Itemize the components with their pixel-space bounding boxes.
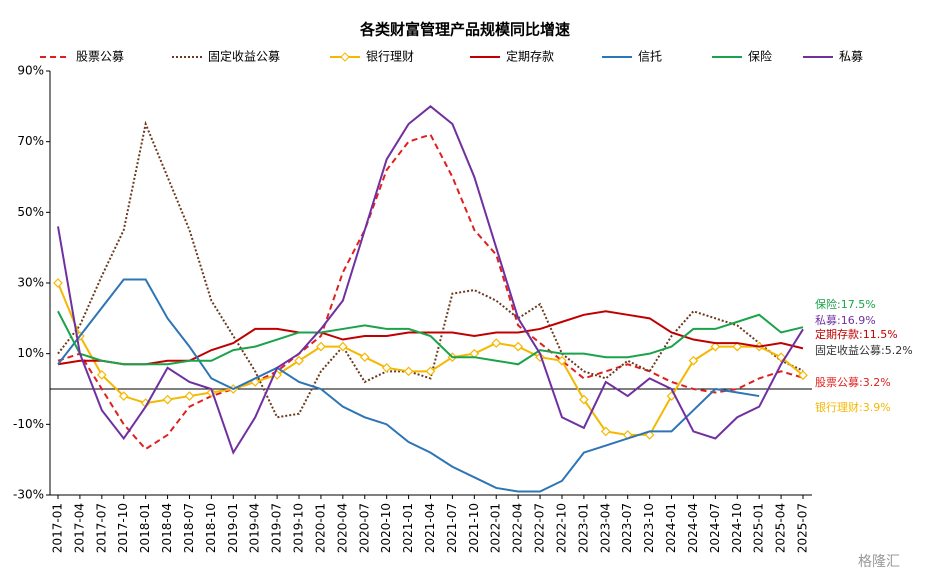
end-label: 私募:16.9% bbox=[815, 314, 876, 327]
point-marker bbox=[184, 391, 195, 401]
legend-label: 信托 bbox=[638, 50, 662, 64]
series-line bbox=[57, 310, 804, 366]
point-marker bbox=[513, 341, 523, 352]
x-tick-label: 2022-07 bbox=[533, 503, 547, 553]
legend-label: 银行理财 bbox=[366, 50, 414, 64]
x-tick-label: 2019-07 bbox=[270, 503, 284, 553]
point-marker bbox=[425, 366, 436, 377]
x-tick-label: 2022-10 bbox=[554, 503, 568, 553]
point-marker bbox=[535, 352, 545, 363]
point-marker bbox=[162, 394, 173, 405]
point-marker bbox=[96, 370, 107, 380]
x-tick-label: 2019-01 bbox=[226, 503, 240, 553]
y-tick-label: -10% bbox=[13, 417, 44, 431]
point-marker bbox=[491, 338, 502, 348]
x-tick-label: 2017-07 bbox=[94, 503, 108, 553]
legend-label: 私募 bbox=[839, 50, 863, 64]
point-marker bbox=[557, 355, 567, 366]
x-tick-label: 2018-10 bbox=[204, 503, 218, 553]
series-line bbox=[57, 310, 804, 366]
x-tick-label: 2017-10 bbox=[116, 503, 130, 553]
end-label: 股票公募:3.2% bbox=[815, 376, 891, 389]
end-label: 固定收益公募:5.2% bbox=[815, 343, 913, 357]
point-marker bbox=[798, 370, 808, 381]
x-tick-label: 2018-07 bbox=[182, 503, 196, 553]
x-tick-label: 2022-01 bbox=[489, 503, 503, 553]
y-tick-label: 90% bbox=[17, 64, 44, 78]
x-tick-label: 2024-07 bbox=[708, 503, 722, 553]
legend-marker bbox=[340, 52, 350, 62]
x-tick-label: 2018-01 bbox=[138, 503, 152, 553]
series-line bbox=[57, 105, 804, 455]
x-tick-label: 2020-04 bbox=[335, 503, 349, 553]
point-marker bbox=[53, 278, 63, 288]
x-tick-label: 2024-01 bbox=[664, 503, 678, 553]
point-marker bbox=[403, 366, 414, 377]
x-tick-label: 2022-04 bbox=[511, 503, 525, 553]
end-label: 定期存款:11.5% bbox=[815, 327, 898, 341]
x-tick-label: 2025-01 bbox=[752, 503, 766, 553]
chart-title: 各类财富管理产品规模同比增速 bbox=[359, 21, 570, 39]
point-marker bbox=[118, 391, 129, 401]
x-tick-label: 2018-04 bbox=[160, 503, 174, 553]
series-line bbox=[57, 120, 804, 419]
x-tick-label: 2024-10 bbox=[730, 503, 744, 553]
x-tick-label: 2021-04 bbox=[423, 503, 437, 553]
x-tick-label: 2017-04 bbox=[72, 503, 86, 553]
x-tick-label: 2023-07 bbox=[620, 503, 634, 553]
y-tick-label: 50% bbox=[17, 205, 44, 219]
x-tick-label: 2024-04 bbox=[686, 503, 700, 553]
x-tick-label: 2021-01 bbox=[401, 503, 415, 553]
watermark: 格隆汇 bbox=[858, 554, 900, 570]
x-tick-label: 2019-04 bbox=[248, 503, 262, 553]
x-tick-label: 2019-10 bbox=[292, 503, 306, 553]
end-label: 银行理财:3.9% bbox=[815, 400, 891, 414]
x-tick-label: 2020-01 bbox=[313, 503, 327, 553]
y-tick-label: 70% bbox=[17, 134, 44, 148]
y-tick-label: -30% bbox=[13, 488, 44, 502]
x-tick-label: 2023-01 bbox=[576, 503, 590, 553]
x-tick-label: 2021-07 bbox=[445, 503, 459, 553]
x-tick-label: 2020-10 bbox=[379, 503, 393, 553]
series-line bbox=[57, 278, 760, 493]
y-tick-label: 10% bbox=[17, 346, 44, 360]
x-tick-label: 2021-10 bbox=[467, 503, 481, 553]
x-tick-label: 2025-04 bbox=[774, 503, 788, 553]
legend-label: 固定收益公募 bbox=[208, 49, 280, 64]
x-tick-label: 2020-07 bbox=[357, 503, 371, 553]
point-marker bbox=[338, 341, 348, 352]
legend-label: 股票公募 bbox=[76, 50, 124, 64]
legend-label: 保险 bbox=[748, 49, 772, 64]
end-label: 保险:17.5% bbox=[815, 297, 876, 311]
point-marker bbox=[316, 341, 326, 352]
y-tick-label: 30% bbox=[17, 276, 44, 290]
point-marker bbox=[732, 341, 743, 352]
point-marker bbox=[710, 341, 721, 352]
legend-label: 定期存款 bbox=[506, 49, 554, 64]
point-marker bbox=[381, 362, 392, 373]
point-marker bbox=[600, 426, 611, 437]
x-tick-label: 2023-04 bbox=[598, 503, 612, 553]
point-marker bbox=[688, 355, 699, 366]
point-marker bbox=[359, 352, 370, 363]
point-marker bbox=[579, 394, 589, 405]
x-tick-label: 2017-01 bbox=[51, 503, 65, 553]
x-tick-label: 2025-07 bbox=[796, 503, 810, 553]
point-marker bbox=[294, 355, 304, 366]
x-tick-label: 2023-10 bbox=[642, 503, 656, 553]
